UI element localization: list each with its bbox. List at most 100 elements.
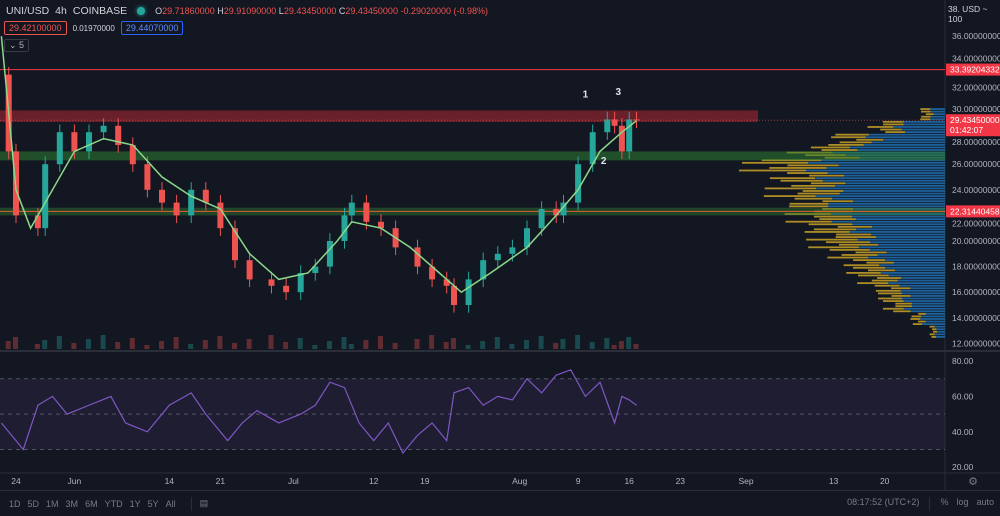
volume-profile-down-bar <box>784 213 832 215</box>
candle-body <box>71 132 78 152</box>
range-1m[interactable]: 1M <box>46 498 59 509</box>
candle-body <box>538 209 545 229</box>
volume-bar <box>100 335 106 349</box>
symbol-label[interactable]: UNI/USD <box>6 5 50 17</box>
volume-profile-up-bar <box>930 110 945 113</box>
candle-body <box>575 164 582 203</box>
volume-profile-up-bar <box>816 187 945 190</box>
price-chart[interactable]: 12312.0000000014.0000000016.0000000018.0… <box>0 0 1000 490</box>
volume-profile-down-bar <box>806 238 858 241</box>
volume-profile-down-bar <box>738 169 806 172</box>
moving-average-line <box>0 36 637 294</box>
range-1d[interactable]: 1D <box>9 498 21 509</box>
volume-profile-down-bar <box>809 174 845 177</box>
settings-gear-icon[interactable]: ⚙ <box>968 476 978 488</box>
log-toggle[interactable]: log <box>956 496 969 507</box>
candle-body <box>553 209 560 216</box>
interval-label[interactable]: 4h <box>55 5 67 17</box>
rsi-tick-label: 60.00 <box>952 391 974 401</box>
volume-bar <box>13 337 18 349</box>
clock-time[interactable]: 08:17:52 (UTC+2) <box>847 496 920 507</box>
volume-profile-up-bar <box>869 248 945 251</box>
volume-profile-down-bar <box>885 131 906 133</box>
volume-profile-down-bar <box>831 136 866 139</box>
volume-profile-down-bar <box>932 328 937 331</box>
buy-price-button[interactable]: 29.44070000 <box>120 21 184 35</box>
volume-profile-up-bar <box>922 323 945 325</box>
time-tick-label: Jun <box>68 476 82 486</box>
wave-label-1: 1 <box>583 90 589 101</box>
date-range-icon[interactable]: ▤ <box>199 498 209 508</box>
volume-profile-up-bar <box>876 236 945 238</box>
candle-body <box>56 132 63 165</box>
currency-selector[interactable]: 38. USD ~ 100 <box>948 4 1000 24</box>
volume-profile-down-bar <box>821 149 858 151</box>
volume-profile-up-bar <box>930 108 945 110</box>
volume-profile-up-bar <box>868 133 945 136</box>
volume-profile-down-bar <box>921 115 931 118</box>
indicators-collapse-button[interactable]: ⌄ 5 <box>4 39 30 52</box>
volume-profile-up-bar <box>872 225 945 228</box>
volume-profile-up-bar <box>936 336 945 338</box>
candle-body <box>159 189 165 203</box>
volume-profile-up-bar <box>905 131 945 133</box>
volume-profile-up-bar <box>934 333 945 336</box>
range-6m[interactable]: 6M <box>85 498 98 509</box>
range-3m[interactable]: 3M <box>65 498 79 509</box>
sell-price-button[interactable]: 29.42100000 <box>4 21 67 35</box>
price-tick-label: 18.00000000 <box>952 262 1000 272</box>
volume-bar <box>202 340 208 349</box>
candle-body <box>611 119 618 126</box>
range-5d[interactable]: 5D <box>27 498 40 509</box>
volume-profile-down-bar <box>787 172 828 174</box>
volume-profile-down-bar <box>911 315 922 318</box>
volume-profile-down-bar <box>874 284 900 287</box>
candle-body <box>232 228 238 261</box>
volume-bar <box>232 343 237 349</box>
volume-profile-down-bar <box>921 110 931 113</box>
volume-bar <box>129 338 135 349</box>
volume-profile-down-bar <box>810 182 846 185</box>
volume-bar <box>392 343 398 349</box>
volume-profile-up-bar <box>815 195 945 197</box>
candle-body <box>378 221 384 229</box>
time-tick-label: 12 <box>369 476 379 486</box>
candle-body <box>173 202 180 216</box>
range-5y[interactable]: 5Y <box>147 498 159 509</box>
range-ytd[interactable]: YTD <box>104 498 123 509</box>
volume-profile-down-bar <box>877 277 902 279</box>
candle-body <box>34 215 41 229</box>
volume-profile-down-bar <box>808 223 853 226</box>
volume-profile-down-bar <box>891 287 911 290</box>
percent-toggle[interactable]: % <box>940 496 949 507</box>
time-tick-label: Jul <box>288 476 299 486</box>
volume-bar <box>71 343 77 349</box>
volume-bar <box>246 339 252 349</box>
volume-profile-up-bar <box>900 289 945 292</box>
volume-profile-up-bar <box>893 261 945 264</box>
volume-profile-up-bar <box>937 330 945 333</box>
volume-profile-up-bar <box>933 113 945 116</box>
volume-profile-up-bar <box>828 205 945 208</box>
range-1y[interactable]: 1Y <box>129 498 141 509</box>
volume-profile-up-bar <box>857 238 945 241</box>
volume-profile-down-bar <box>789 202 829 205</box>
volume-bar <box>34 344 40 349</box>
volume-profile-down-bar <box>829 248 870 251</box>
candle-body <box>144 164 151 190</box>
auto-toggle[interactable]: auto <box>976 496 994 507</box>
volume-profile-down-bar <box>856 138 884 141</box>
rsi-tick-label: 40.00 <box>952 427 974 437</box>
volume-profile-down-bar <box>808 246 859 249</box>
volume-bar <box>465 345 471 349</box>
candle-body <box>465 279 472 305</box>
price-tick-label: 26.00000000 <box>952 159 1000 169</box>
volume-profile-up-bar <box>930 118 945 121</box>
range-all[interactable]: All <box>165 498 176 509</box>
candle-body <box>268 279 275 286</box>
candle-body <box>589 132 596 165</box>
candle-body <box>188 189 195 216</box>
candle-body <box>42 164 49 229</box>
support-price-tag-bg <box>946 205 1000 218</box>
volume-bar <box>312 345 318 349</box>
